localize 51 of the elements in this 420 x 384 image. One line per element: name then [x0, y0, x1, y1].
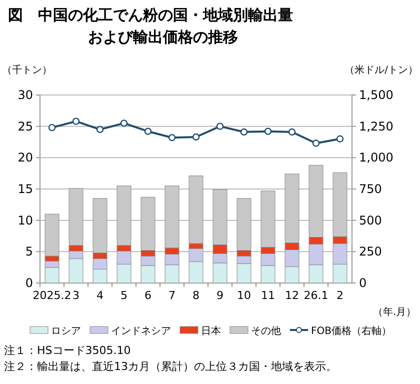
y-tick-label: 30 — [18, 88, 33, 102]
y-tick-label: 5 — [25, 244, 33, 259]
y2-tick-label: 1,250 — [359, 119, 394, 134]
y-tick-label: 25 — [18, 119, 33, 134]
x-tick-label: 8 — [192, 289, 200, 302]
point — [120, 120, 128, 127]
x-tick-label: 2 — [336, 289, 344, 302]
point — [336, 135, 344, 142]
legend-label: FOB価格（右軸） — [311, 325, 392, 337]
legend-label: 日本 — [201, 325, 221, 337]
point — [216, 122, 224, 130]
y-tick-label: 0 — [25, 276, 33, 290]
x-tick-label: 4 — [96, 289, 104, 302]
chart-title: 図 中国の化工でん粉の国・地域別輸出量および輸出価格の推移 — [8, 6, 293, 46]
point — [144, 128, 152, 135]
x-tick-label: 5 — [120, 289, 128, 302]
y-tick-label: 15 — [18, 182, 33, 196]
y-tick-label: 10 — [18, 213, 33, 228]
y2-axis-title: （米ドル/トン） — [344, 64, 418, 76]
point — [312, 140, 320, 147]
point — [264, 128, 272, 135]
y2-tick-label: 1,000 — [359, 150, 394, 165]
point — [48, 124, 56, 132]
point — [192, 133, 200, 141]
point — [96, 126, 104, 134]
y2-tick-label: 0 — [359, 276, 367, 290]
x-tick-label: 10 — [237, 289, 251, 302]
x-tick-label: 12 — [285, 289, 299, 302]
text: 注２：輸出量は、直近13カ月（累計）の上位３カ国・地域を表示。 — [4, 360, 337, 373]
legend-label: その他 — [251, 325, 281, 337]
x-tick-label: 11 — [261, 289, 275, 302]
y2-tick-label: 750 — [359, 182, 382, 196]
x-axis-title: （年.月） — [372, 306, 416, 318]
point — [240, 128, 248, 136]
x-tick-label: 3 — [72, 289, 80, 302]
point — [72, 118, 80, 125]
point — [288, 128, 296, 136]
point — [168, 134, 176, 142]
text: 注１：HSコード3505.10 — [4, 344, 131, 357]
y-axis-title: （千トン） — [2, 64, 52, 76]
x-tick-label: 2025.2 — [32, 289, 72, 302]
x-tick-label: 7 — [168, 289, 176, 302]
y2-tick-label: 250 — [359, 244, 382, 259]
legend-label: ロシア — [51, 326, 81, 337]
x-tick-label: 26.1 — [304, 289, 328, 302]
y2-tick-label: 1,500 — [359, 88, 394, 102]
y2-tick-label: 500 — [359, 213, 382, 228]
y-tick-label: 20 — [18, 150, 33, 165]
legend-label: インドネシア — [111, 326, 171, 337]
x-tick-label: 9 — [216, 289, 224, 302]
x-tick-label: 6 — [144, 289, 152, 302]
